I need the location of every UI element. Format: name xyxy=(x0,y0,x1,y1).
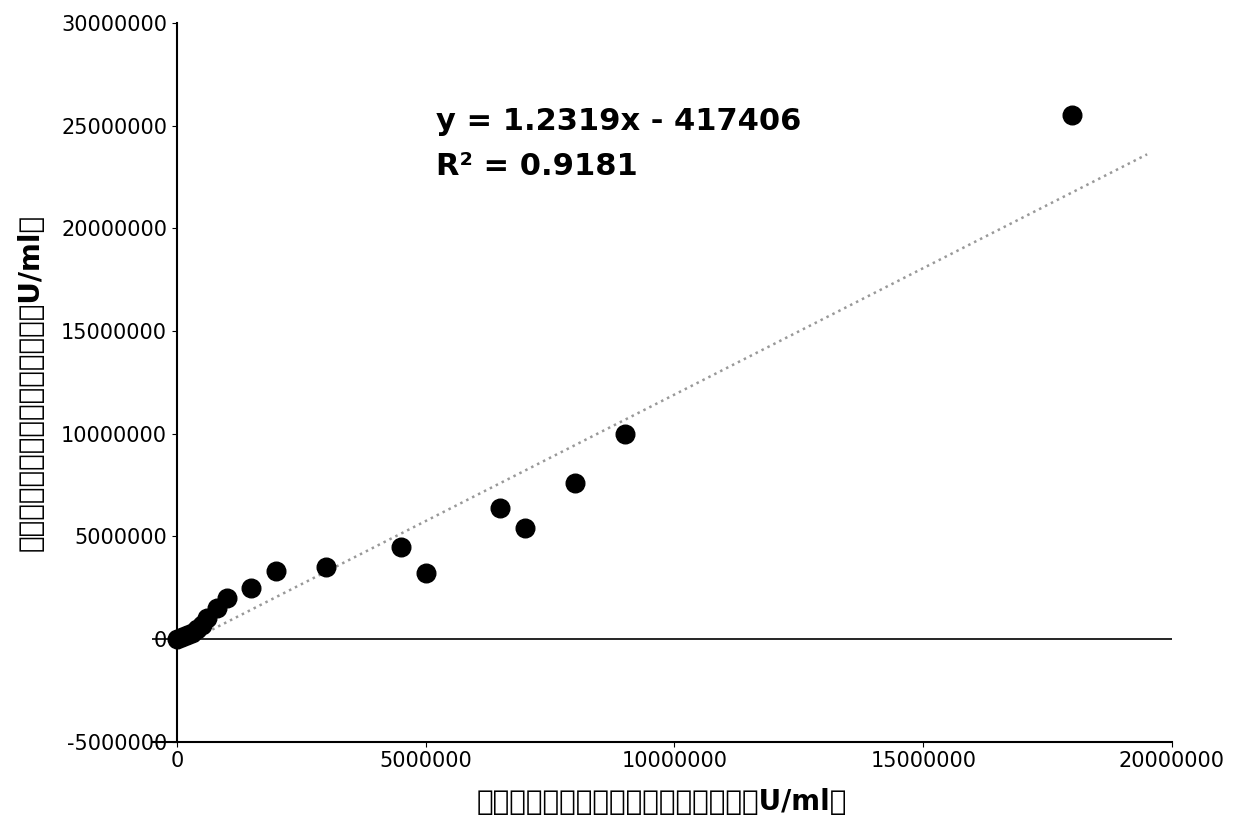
Point xyxy=(192,618,212,632)
Point xyxy=(415,567,435,580)
Point xyxy=(1063,109,1083,122)
Point xyxy=(515,521,534,534)
Point xyxy=(615,427,635,440)
Point xyxy=(217,591,237,604)
Point xyxy=(242,581,262,594)
X-axis label: 本发明建立干扰素活性检测方法结果（U/ml）: 本发明建立干扰素活性检测方法结果（U/ml） xyxy=(477,788,847,816)
Point xyxy=(267,564,286,578)
Point xyxy=(316,560,336,573)
Text: R² = 0.9181: R² = 0.9181 xyxy=(435,152,637,181)
Point xyxy=(172,630,192,643)
Point xyxy=(177,628,197,642)
Point xyxy=(187,622,207,636)
Point xyxy=(197,612,217,625)
Text: y = 1.2319x - 417406: y = 1.2319x - 417406 xyxy=(435,107,801,136)
Point xyxy=(490,501,510,514)
Point xyxy=(167,632,187,646)
Point xyxy=(391,540,410,553)
Point xyxy=(565,476,585,489)
Y-axis label: 微量细胞病毒变抑制法检测结果（U/ml）: 微量细胞病毒变抑制法检测结果（U/ml） xyxy=(16,214,45,551)
Point xyxy=(207,602,227,615)
Point xyxy=(182,626,202,639)
